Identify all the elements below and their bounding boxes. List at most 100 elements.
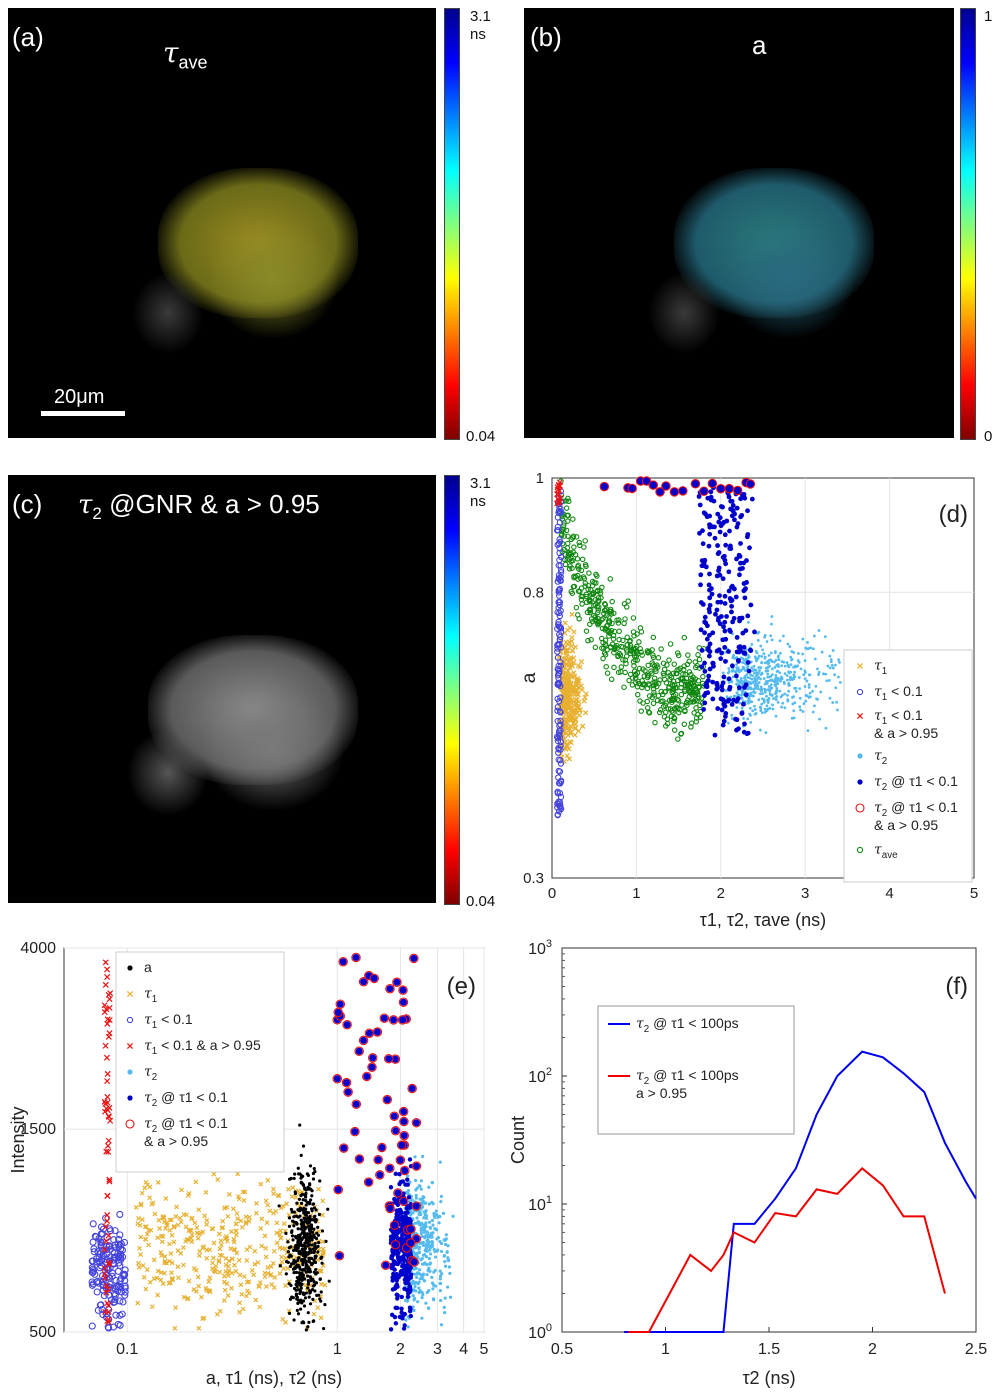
point-tau2-at-tau1-a xyxy=(707,478,718,489)
point-tau2 xyxy=(794,665,798,669)
point-tau2 xyxy=(817,670,821,674)
point-tau1-lt-e xyxy=(114,1252,122,1260)
point-tau1 xyxy=(580,723,586,729)
point-tau1-e xyxy=(202,1213,208,1219)
point-a-e xyxy=(313,1214,317,1218)
point-tau1-e xyxy=(162,1253,168,1259)
point-tau2 xyxy=(735,663,738,666)
point-tau2-e xyxy=(431,1287,435,1291)
point-tau2 xyxy=(792,673,796,677)
point-tau1-e xyxy=(181,1294,187,1300)
point-a-e xyxy=(286,1250,290,1254)
point-tau2 xyxy=(774,691,778,695)
point-tau2-core-e xyxy=(391,1055,399,1063)
point-tau2-core-e xyxy=(400,1118,408,1126)
point-tau2-at-tau1-a-e xyxy=(377,1142,387,1153)
f-legend-label-0: τ2 @ τ1 < 100ps xyxy=(636,1015,739,1035)
title-tau-ave: τave xyxy=(163,36,208,73)
point-tau2-e xyxy=(438,1214,442,1219)
point-tau1-e xyxy=(196,1283,202,1289)
point-tau1-lt xyxy=(557,780,564,787)
point-tau1 xyxy=(566,662,572,668)
point-tau2-at-tau1-e xyxy=(408,1265,413,1270)
point-tau2 xyxy=(756,639,760,642)
colorbar-c xyxy=(444,475,460,905)
point-tau-ave xyxy=(667,641,674,647)
point-tau1-lt xyxy=(557,538,564,545)
point-tau1-lt xyxy=(555,589,562,596)
point-tau-ave xyxy=(579,601,585,607)
point-tau2 xyxy=(768,706,772,710)
colorbar-c-unit: ns xyxy=(470,493,486,510)
point-tau-ave xyxy=(683,699,690,706)
point-tau1-e xyxy=(168,1217,174,1223)
point-tau2-e xyxy=(414,1193,418,1197)
point-a-e xyxy=(311,1171,316,1176)
point-tau2-e xyxy=(417,1280,421,1284)
point-tau2-e xyxy=(432,1211,436,1216)
point-tau2-e xyxy=(430,1200,434,1204)
point-tau-ave xyxy=(645,649,651,656)
point-tau2-core xyxy=(725,484,734,493)
point-tau2 xyxy=(819,690,823,694)
point-tau2 xyxy=(803,677,807,681)
point-tau2 xyxy=(742,680,745,684)
point-tau1 xyxy=(570,648,576,654)
point-tau2 xyxy=(756,687,760,691)
point-tau1-e xyxy=(293,1194,299,1200)
point-tau1-e xyxy=(144,1231,150,1237)
point-a-e xyxy=(284,1231,288,1235)
point-tau2-at-tau1 xyxy=(719,650,725,656)
point-tau1-lt xyxy=(556,544,563,552)
point-tau2-core xyxy=(678,486,687,495)
point-tau1-lt-e xyxy=(116,1297,124,1305)
point-tau-ave xyxy=(655,655,662,661)
point-tau1-e xyxy=(156,1217,162,1223)
point-tau1-lt xyxy=(554,804,561,811)
point-tau2-core-e xyxy=(352,1100,360,1108)
point-tau2-e xyxy=(411,1279,415,1283)
panel-a: τave 20μm (a) 3.1 ns 0.04 xyxy=(0,0,500,445)
point-tau1-e xyxy=(316,1186,321,1192)
point-tau2-e xyxy=(427,1306,431,1310)
point-tau2-at-tau1-a-e xyxy=(398,1106,409,1117)
point-tau2-core-e xyxy=(365,1178,373,1186)
point-tau2 xyxy=(823,635,827,639)
point-tau1-e xyxy=(246,1290,252,1296)
point-tau-ave xyxy=(602,601,609,608)
point-tau2-at-tau1-a-e xyxy=(380,1260,391,1271)
point-a-e xyxy=(295,1201,299,1205)
point-tau-ave xyxy=(640,700,646,706)
point-tau2-core-e xyxy=(336,1000,344,1008)
point-tau2 xyxy=(774,678,778,682)
point-a-e xyxy=(292,1176,296,1181)
point-a-e xyxy=(308,1198,313,1202)
point-a-e xyxy=(312,1166,316,1171)
point-tau-ave xyxy=(578,567,585,574)
point-a-e xyxy=(303,1211,307,1215)
point-tau1-e xyxy=(271,1248,277,1254)
point-tau2-at-tau1-e xyxy=(403,1264,408,1269)
point-tau1-lt-a-e xyxy=(102,1308,109,1315)
point-tau-ave xyxy=(627,637,633,644)
point-tau-ave xyxy=(595,595,602,601)
point-tau2 xyxy=(740,682,744,686)
point-a-e xyxy=(300,1237,304,1241)
point-tau2-at-tau1-a-e xyxy=(399,1130,409,1141)
point-tau1-e xyxy=(320,1239,326,1245)
point-tau2-at-tau1 xyxy=(699,664,705,670)
point-a-e xyxy=(304,1195,308,1199)
colorbar-a xyxy=(444,8,460,440)
point-tau1-e xyxy=(239,1291,245,1297)
point-tau2-e xyxy=(430,1218,435,1223)
point-tau2 xyxy=(835,700,838,704)
point-tau2 xyxy=(769,651,773,655)
point-tau2-e xyxy=(413,1221,417,1225)
point-tau-ave xyxy=(693,715,700,721)
point-tau2-at-tau1-e xyxy=(390,1275,395,1280)
point-tau2-e xyxy=(421,1273,425,1278)
point-tau1-lt xyxy=(554,514,562,521)
point-a-e xyxy=(315,1231,319,1235)
point-tau-ave xyxy=(671,715,678,722)
